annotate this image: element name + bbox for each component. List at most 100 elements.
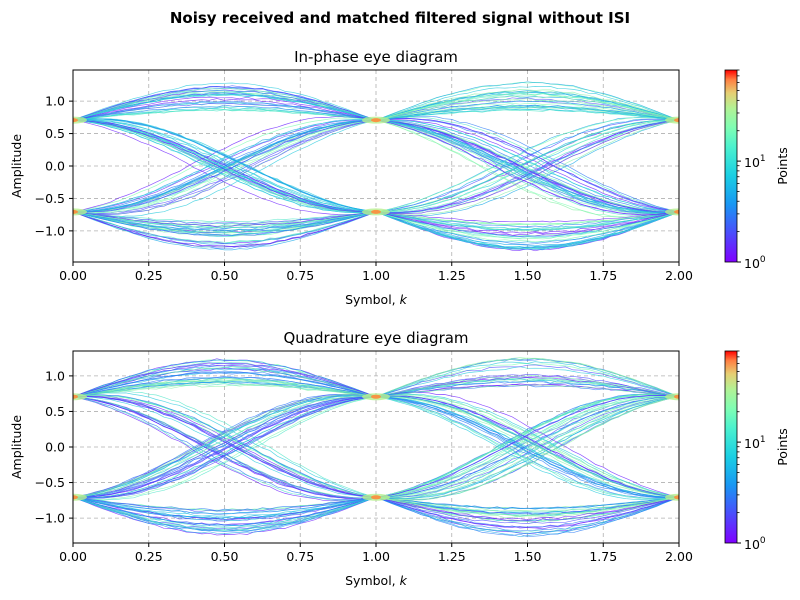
eye-trace [375,496,679,524]
x-tick-label: 0.50 [211,549,239,564]
eye-trace [73,378,377,398]
eye-trace [73,394,377,498]
eye-hotspot-core [674,495,679,500]
eye-trace [375,395,679,498]
eye-trace [73,496,377,519]
colorbar-tick-exponent: 0 [760,536,766,546]
eye-trace [375,116,679,213]
eye-trace [375,396,679,501]
x-tick-label: 0.00 [59,549,87,564]
eye-trace [73,396,377,498]
colorbar-tick-base: 10 [744,256,760,271]
eye-trace [73,119,377,213]
eye-trace [375,108,679,121]
x-tick-label: 0.25 [135,268,163,283]
eye-trace [375,90,679,121]
eye-trace [73,496,377,515]
eye-trace [73,119,377,218]
eye-trace [73,396,377,501]
colorbar-tick-label: 100 [744,255,766,271]
eye-trace [375,380,679,398]
colorbar-tick-label: 101 [744,154,766,170]
eye-hotspot [73,116,87,124]
eye-trace [73,85,377,121]
eye-trace [73,394,377,498]
figure-title: Noisy received and matched filtered sign… [170,9,630,27]
in-phase-colorbar-ticks: 100 101 [737,69,766,271]
eye-trace [375,119,679,213]
quadrature-title: Quadrature eye diagram [283,329,468,347]
y-tick-label: −0.5 [35,475,65,490]
in-phase-x-ticks: 0.00 0.25 0.50 0.75 1.00 1.25 1.50 1.75 2.00 [59,262,693,283]
eye-trace [73,376,377,398]
eye-trace [73,211,377,251]
eye-trace [73,93,377,121]
eye-trace [73,396,377,501]
x-tick-label: 0.50 [211,268,239,283]
eye-trace [73,116,377,213]
eye-trace [375,91,679,121]
eye-trace [375,211,679,240]
eye-trace [73,87,377,121]
eye-trace [375,81,679,121]
eye-trace [375,361,679,398]
eye-trace [375,102,679,121]
y-tick-label: 1.0 [45,94,65,109]
eye-trace [73,211,377,233]
eye-hotspot [665,493,679,501]
eye-hotspot-core [371,495,381,500]
eye-trace [73,370,377,398]
eye-trace [375,394,679,498]
eye-trace [375,211,679,228]
eye-trace [73,119,377,215]
eye-trace [375,119,679,216]
eye-trace [73,96,377,121]
y-tick-label: 0.5 [45,404,65,419]
y-tick-label: −1.0 [35,223,65,238]
in-phase-y-ticks: −1.0 −0.5 0.0 0.5 1.0 [35,94,73,238]
eye-trace [376,396,679,498]
eye-trace [375,211,679,239]
eye-trace [375,119,679,216]
in-phase-eye-diagram: In-phase eye diagram 0.00 0.25 0.50 0.75 1.0… [9,48,790,307]
eye-trace [73,211,377,223]
eye-hotspot [665,208,679,216]
eye-trace [375,394,679,498]
quadrature-x-label: Symbol, k [345,573,408,588]
eye-hotspot-core [73,495,78,500]
eye-trace [73,119,377,213]
colorbar-tick-base: 10 [744,436,760,451]
eye-trace [375,396,679,500]
eye-trace [73,82,377,121]
eye-trace [375,119,679,217]
eye-trace [375,496,679,522]
colorbar-tick-base: 10 [744,537,760,552]
eye-trace [73,396,377,499]
eye-trace [375,496,679,528]
in-phase-x-label-text: Symbol, [345,292,400,307]
quadrature-colorbar-label: Points [775,428,790,466]
eye-trace [375,374,679,398]
in-phase-x-label-var: k [400,292,408,307]
eye-trace [375,496,679,533]
eye-trace [73,119,377,213]
quadrature-x-label-var: k [400,573,408,588]
quadrature-y-label: Amplitude [9,415,24,479]
eye-trace [73,392,377,498]
eye-hotspot [73,493,87,501]
x-tick-label: 1.25 [438,268,466,283]
eye-trace [375,496,679,524]
eye-trace [375,118,679,213]
quadrature-colorbar-gradient [724,350,738,544]
eye-trace [73,119,377,214]
eye-trace [375,496,679,521]
x-tick-label: 2.00 [665,549,693,564]
eye-trace [376,396,679,498]
eye-trace [73,396,377,499]
eye-trace [73,119,377,213]
quadrature-y-ticks: −1.0 −0.5 0.0 0.5 1.0 [35,368,73,526]
eye-trace [375,119,679,214]
eye-trace [375,496,679,513]
